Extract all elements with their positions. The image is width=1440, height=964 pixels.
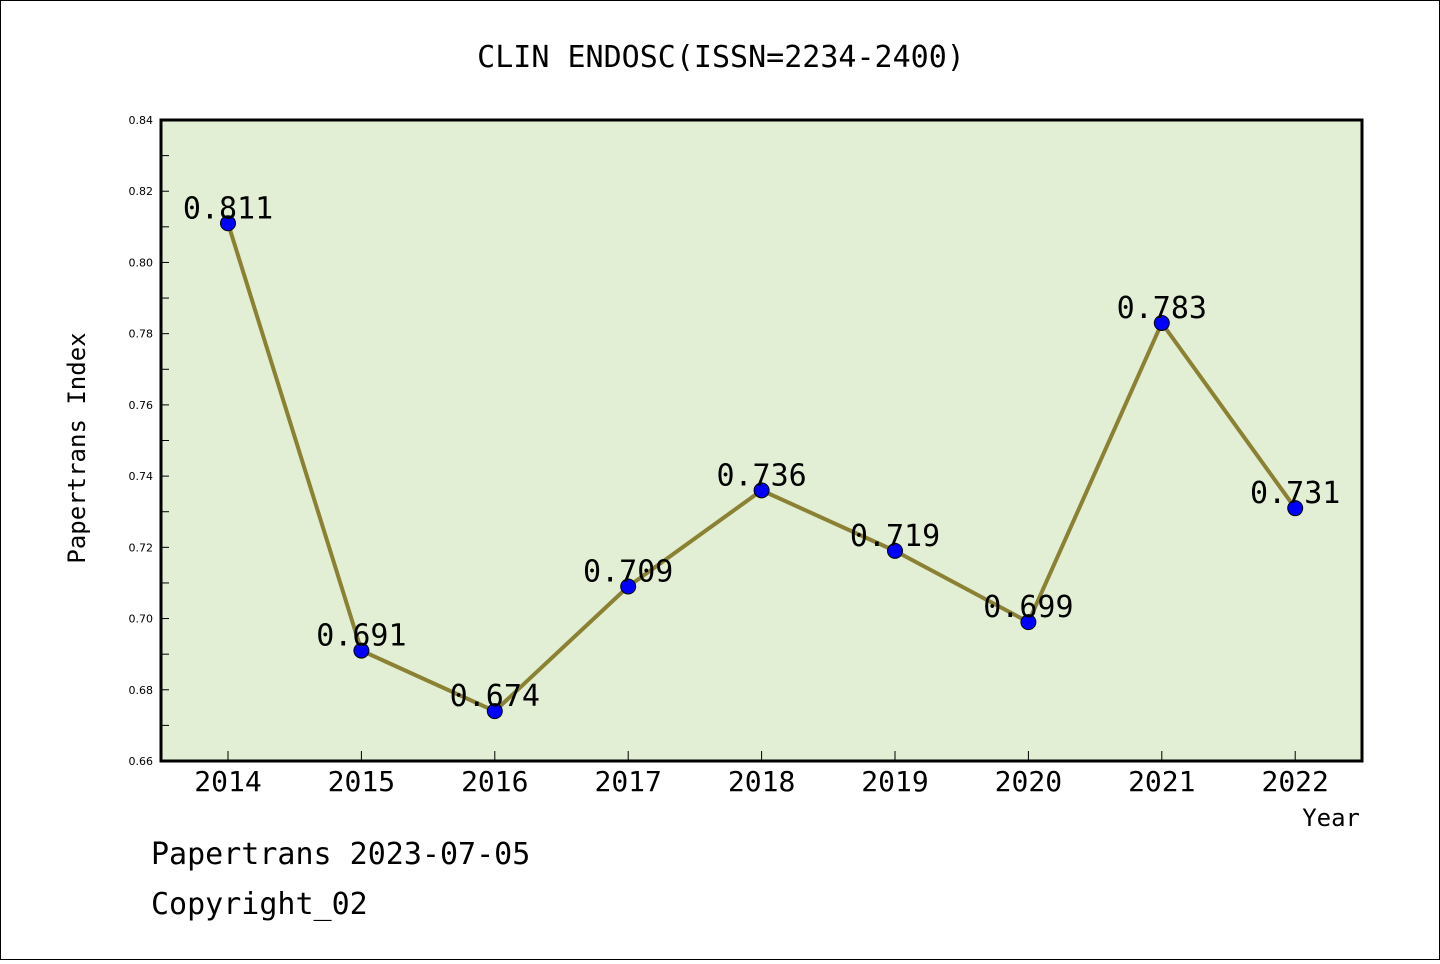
data-point (620, 578, 637, 595)
y-tick-label: 0.80 (129, 256, 154, 269)
data-label: 0.736 (716, 458, 806, 493)
data-point (353, 642, 370, 659)
y-tick-label: 0.74 (129, 470, 154, 483)
x-tick-label: 2022 (1261, 765, 1328, 798)
x-tick-label: 2014 (194, 765, 261, 798)
y-tick-label: 0.66 (129, 755, 154, 768)
x-axis-label: Year (1302, 804, 1360, 832)
plot-area (159, 118, 1364, 763)
data-label: 0.719 (850, 519, 940, 554)
series-group (220, 215, 1304, 720)
x-tick-label: 2021 (1128, 765, 1195, 798)
x-tick-label: 2016 (461, 765, 528, 798)
data-point (1020, 614, 1037, 631)
x-tick-label: 2015 (328, 765, 395, 798)
data-point (486, 703, 503, 720)
data-label: 0.699 (983, 590, 1073, 625)
y-tick-label: 0.70 (129, 613, 154, 626)
data-point (887, 542, 903, 559)
y-tick-label: 0.82 (129, 185, 154, 198)
y-axis-label: Papertrans Index (63, 332, 91, 563)
data-labels-group: 0.811 0.691 0.674 0.709 0.736 0.719 0.699 0.783… (183, 191, 1341, 714)
data-label: 0.691 (316, 619, 406, 654)
x-tick-label: 2020 (995, 765, 1062, 798)
data-point (1287, 500, 1304, 517)
y-axis: 0.66 0.68 0.70 0.72 0.74 0.76 0.78 0.80 0.82 0.84 (129, 114, 169, 768)
y-tick-label: 0.68 (129, 684, 154, 697)
data-point (753, 482, 770, 499)
data-label: 0.783 (1117, 291, 1207, 326)
data-point (1153, 314, 1170, 331)
y-tick-label: 0.78 (129, 328, 154, 341)
x-axis: 2014 2015 2016 2017 2018 2019 2020 2021 2022 (194, 751, 1329, 798)
data-label: 0.709 (583, 555, 673, 590)
y-tick-label: 0.76 (129, 399, 154, 412)
chart-title: CLIN ENDOSC(ISSN=2234-2400) (477, 40, 965, 75)
x-tick-label: 2018 (728, 765, 795, 798)
footer-date: Papertrans 2023-07-05 (151, 837, 530, 872)
footer-copyright: Copyright_02 (151, 887, 368, 922)
data-point (220, 215, 236, 232)
y-tick-label: 0.72 (129, 541, 154, 554)
data-label: 0.674 (450, 679, 540, 714)
data-label: 0.731 (1250, 476, 1340, 511)
x-tick-label: 2017 (594, 765, 661, 798)
data-label: 0.811 (183, 191, 273, 226)
x-tick-label: 2019 (861, 765, 928, 798)
y-tick-label: 0.84 (129, 114, 154, 127)
